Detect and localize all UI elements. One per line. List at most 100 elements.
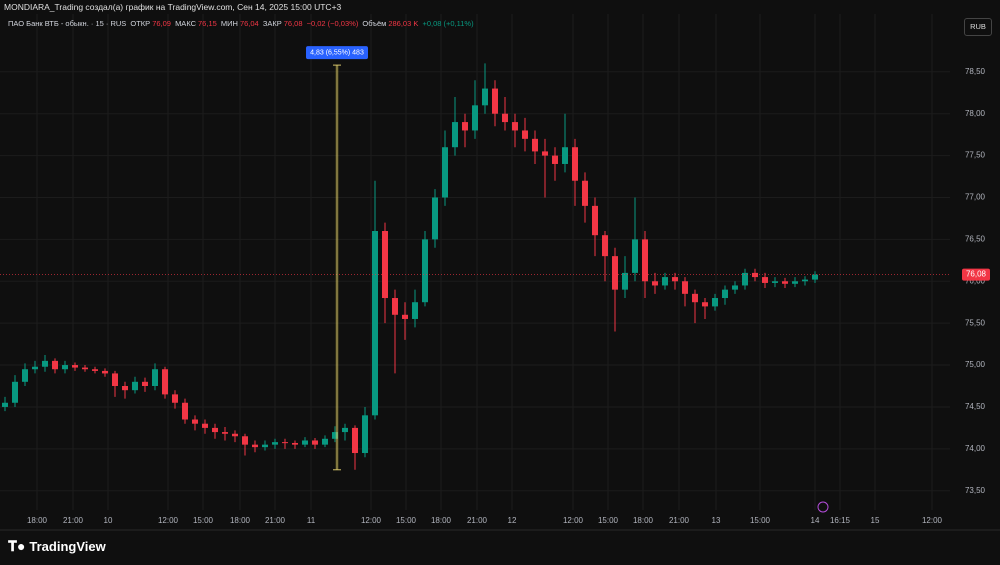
candle-body [762, 277, 768, 283]
x-tick-label: 21:00 [265, 516, 286, 525]
candle-body [642, 239, 648, 282]
x-tick-label: 12:00 [563, 516, 584, 525]
measure-label: 4,83 (6,55%) 483 [310, 49, 364, 56]
ohlc-value: 76,04 [239, 19, 259, 28]
candle-body [502, 113, 508, 123]
x-tick-label: 12:00 [361, 516, 382, 525]
candle-body [802, 279, 808, 282]
candle-body [212, 427, 218, 433]
header: MONDIARA_Trading создал(а) график на Tra… [0, 0, 1000, 14]
candle-body [32, 366, 38, 370]
candle-body [182, 402, 188, 420]
candle-body [572, 147, 578, 181]
x-tick-label: 21:00 [467, 516, 488, 525]
volume-label: Объём [362, 19, 387, 28]
candle-body [382, 231, 388, 299]
symbol: ПАО Банк ВТБ - обыкн. · 15 · RUS [8, 19, 127, 28]
candle-body [52, 360, 58, 370]
last-price-tag [962, 268, 990, 281]
candle-body [162, 369, 168, 395]
candle-body [62, 365, 68, 370]
x-tick-label: 15 [871, 516, 880, 525]
change: −0,02 (−0,03%) [306, 19, 359, 28]
x-tick-label: 12:00 [158, 516, 179, 525]
candle-body [462, 122, 468, 131]
candle-body [482, 88, 488, 106]
candle-body [372, 231, 378, 416]
candle-body [362, 415, 368, 454]
x-tick-label: 15:00 [193, 516, 214, 525]
candle-body [662, 277, 668, 286]
ohlc-label: МАКС [175, 19, 197, 28]
candle-body [392, 298, 398, 315]
y-tick-label: 74,50 [965, 402, 986, 411]
candle-body [472, 105, 478, 131]
candle-body [272, 442, 278, 445]
candle-body [332, 432, 338, 439]
candle-body [352, 427, 358, 454]
x-tick-label: 12 [508, 516, 517, 525]
candle-body [202, 423, 208, 428]
candle-body [102, 370, 108, 374]
candle-body [12, 381, 18, 403]
candle-body [122, 386, 128, 391]
candle-body [552, 155, 558, 164]
candle-body [72, 365, 78, 368]
candle-body [652, 281, 658, 286]
candle-body [282, 442, 288, 444]
x-tick-label: 21:00 [63, 516, 84, 525]
x-tick-label: 18:00 [230, 516, 251, 525]
candle-body [42, 360, 48, 367]
candle-body [242, 436, 248, 445]
candle-body [492, 88, 498, 114]
y-tick-label: 75,50 [965, 318, 986, 327]
event-icon [817, 501, 829, 513]
candle-body [232, 433, 238, 437]
legend: ПАО Банк ВТБ - обыкн. · 15 · RUS ОТКР 76,… [8, 19, 476, 28]
candle-body [542, 151, 548, 156]
x-tick-label: 15:00 [750, 516, 771, 525]
candle-body [582, 180, 588, 206]
ohlc-label: ОТКР [130, 19, 151, 28]
candle-body [722, 289, 728, 299]
ohlc-value: 76,15 [198, 19, 217, 28]
x-tick-label: 18:00 [27, 516, 48, 525]
candle-body [92, 369, 98, 371]
x-tick-label: 12:00 [922, 516, 943, 525]
candle-body [252, 444, 258, 448]
candle-body [172, 394, 178, 403]
y-tick-label: 76,00 [965, 276, 986, 285]
candle-body [132, 381, 138, 391]
candle-body [732, 285, 738, 290]
candle-body [612, 256, 618, 290]
candle-body [672, 277, 678, 282]
candle-body [142, 381, 148, 386]
x-tick-label: 10 [104, 516, 113, 525]
candle-body [772, 281, 778, 283]
y-tick-label: 77,00 [965, 193, 986, 202]
candle-body [192, 419, 198, 424]
candle-body [562, 147, 568, 164]
brand: 𝐓● TradingView [8, 538, 106, 555]
y-tick-label: 73,50 [965, 486, 986, 495]
candle-body [312, 440, 318, 445]
candle-body [812, 274, 818, 280]
ohlc-label: ЗАКР [262, 19, 282, 28]
candle-body [422, 239, 428, 303]
plot-bg [0, 14, 1000, 530]
candle-body [302, 440, 308, 445]
candle-body [792, 281, 798, 284]
x-tick-label: 16:15 [830, 516, 851, 525]
candle-body [22, 369, 28, 382]
brand-name: TradingView [29, 539, 106, 554]
candle-body [442, 147, 448, 198]
volume: 286,03 K [388, 19, 419, 28]
last-price-label: 76,08 [966, 270, 987, 279]
candle-body [702, 302, 708, 307]
candle-body [452, 122, 458, 148]
candle-body [152, 369, 158, 386]
currency-button[interactable]: RUB [964, 18, 992, 36]
x-tick-label: 14 [811, 516, 820, 525]
candle-body [402, 314, 408, 319]
